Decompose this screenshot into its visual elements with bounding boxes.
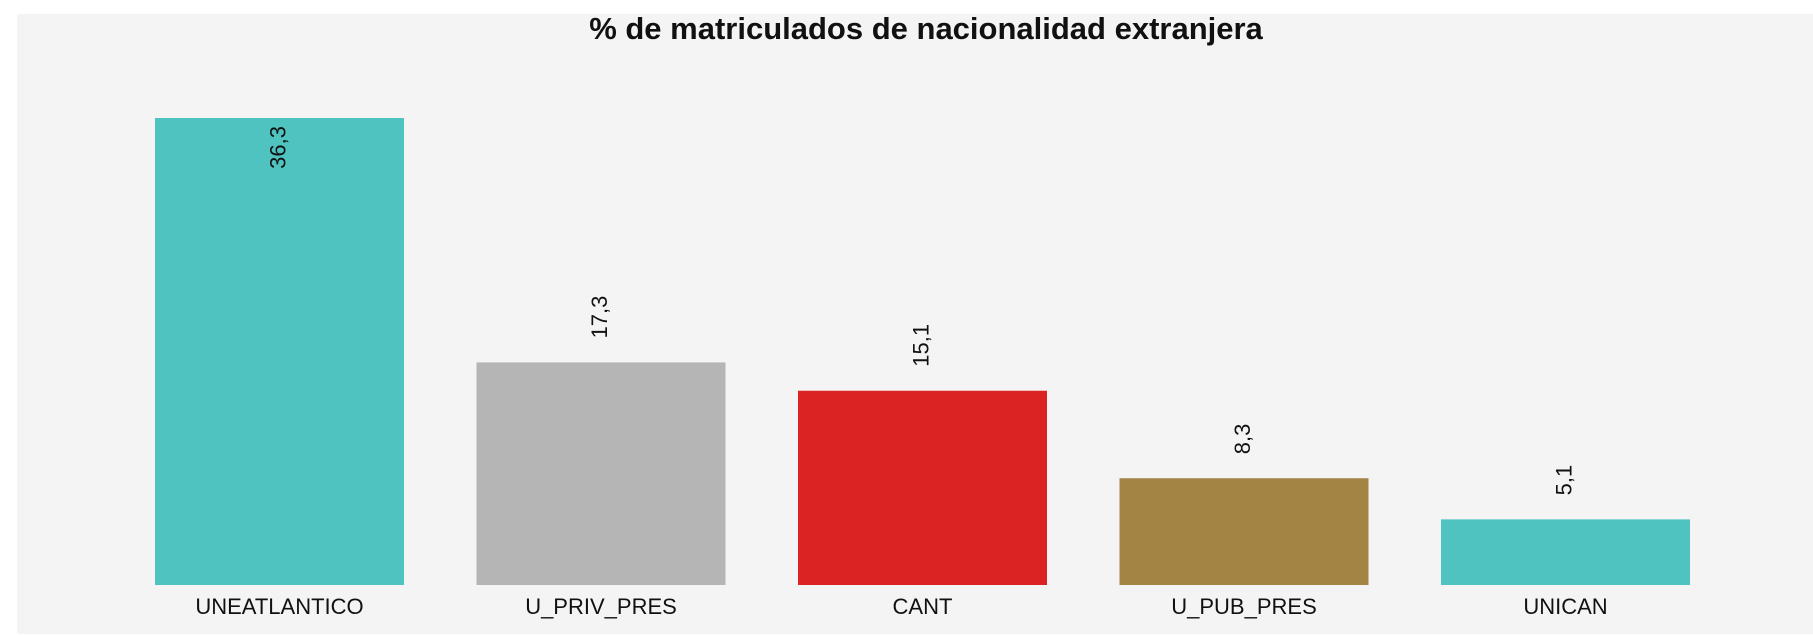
data-label: 36,3 (265, 126, 290, 169)
bar (798, 390, 1047, 585)
bar (1441, 519, 1690, 585)
x-tick-label: UNEATLANTICO (195, 594, 363, 619)
x-tick-label: U_PUB_PRES (1171, 594, 1317, 619)
bar (155, 118, 404, 585)
bar (1119, 478, 1369, 585)
data-label: 5,1 (1551, 465, 1576, 496)
x-tick-label: U_PRIV_PRES (525, 594, 677, 619)
chart-title: % de matriculados de nacionalidad extran… (589, 11, 1263, 46)
bar (476, 362, 726, 585)
data-label: 8,3 (1230, 424, 1255, 455)
x-tick-label: UNICAN (1523, 594, 1607, 619)
data-label: 15,1 (908, 324, 933, 367)
x-tick-label: CANT (893, 594, 953, 619)
data-label: 17,3 (587, 296, 612, 339)
